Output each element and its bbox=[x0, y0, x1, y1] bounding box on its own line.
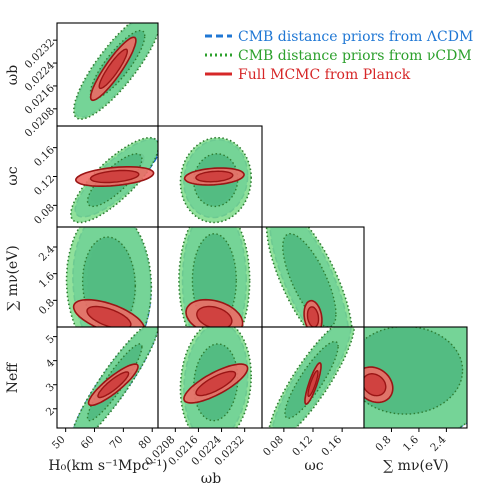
xlabel-h0: H₀(km s⁻¹Mpc⁻¹) bbox=[48, 458, 167, 474]
ylabel-sum-mnu: ∑ mν(eV) bbox=[5, 245, 21, 311]
ylabel-neff: Neff bbox=[5, 362, 21, 394]
legend-label-lcdm: CMB distance priors from ΛCDM bbox=[238, 29, 473, 45]
xtick-label: 0.16 bbox=[319, 433, 344, 458]
ytick-label: 2.4 bbox=[37, 243, 58, 264]
ytick-label: 4 bbox=[44, 357, 57, 370]
xtick-label: 1.6 bbox=[401, 433, 422, 454]
panel-frame bbox=[363, 326, 468, 429]
contour-red-68 bbox=[86, 305, 132, 327]
xtick-label: 50 bbox=[50, 434, 68, 452]
contour-red-68 bbox=[364, 372, 387, 397]
xlabel-omega-c: ωc bbox=[304, 458, 323, 474]
panel-H0-N_eff bbox=[72, 327, 158, 428]
xtick-label: 60 bbox=[79, 434, 97, 452]
ylabel-omega-b: ωb bbox=[5, 65, 21, 85]
panel-H0-sum_m_nu bbox=[65, 227, 153, 327]
panel-omega_c-N_eff bbox=[268, 327, 356, 428]
contour-red-68 bbox=[89, 169, 140, 184]
panel-sum_m_nu-N_eff bbox=[364, 327, 467, 428]
xtick-label: 70 bbox=[108, 434, 126, 452]
legend-label-planck: Full MCMC from Planck bbox=[238, 67, 411, 83]
contour-red-68 bbox=[306, 306, 320, 327]
xtick-label: 2.4 bbox=[428, 433, 449, 454]
panel-omega_b-sum_m_nu bbox=[178, 227, 251, 327]
contour-red-68 bbox=[98, 48, 129, 89]
legend: CMB distance priors from ΛCDM CMB distan… bbox=[205, 29, 473, 83]
ylabel-omega-c: ωc bbox=[5, 166, 21, 185]
contour-red-68 bbox=[97, 371, 130, 399]
panel-omega_b-omega_c bbox=[179, 136, 253, 224]
contour-red-68 bbox=[307, 369, 319, 397]
xtick-label: 0.12 bbox=[290, 434, 315, 459]
xtick-label: 0.8 bbox=[373, 434, 393, 454]
panel-omega_b-N_eff bbox=[179, 327, 253, 428]
xtick-label: 80 bbox=[136, 434, 154, 452]
legend-label-nucdm: CMB distance priors from νCDM bbox=[238, 48, 472, 64]
ytick-label: 5 bbox=[44, 333, 57, 346]
ytick-label: 2 bbox=[44, 405, 57, 418]
panel-H0-omega_c bbox=[70, 136, 158, 224]
contour-red-68 bbox=[196, 305, 233, 327]
panel-H0-omega_b bbox=[72, 23, 158, 120]
ytick-label: 1.6 bbox=[37, 270, 58, 291]
ytick-label: 3 bbox=[44, 381, 57, 394]
panel-omega_c-sum_m_nu bbox=[265, 227, 353, 327]
contour-green-68 bbox=[282, 232, 337, 327]
contour-red-68 bbox=[195, 170, 234, 183]
xlabel-sum-mnu: ∑ mν(eV) bbox=[383, 458, 449, 474]
xlabel-omega-b: ωb bbox=[201, 471, 221, 487]
contour-red-68 bbox=[195, 370, 237, 397]
xtick-label: 0.08 bbox=[261, 434, 286, 459]
